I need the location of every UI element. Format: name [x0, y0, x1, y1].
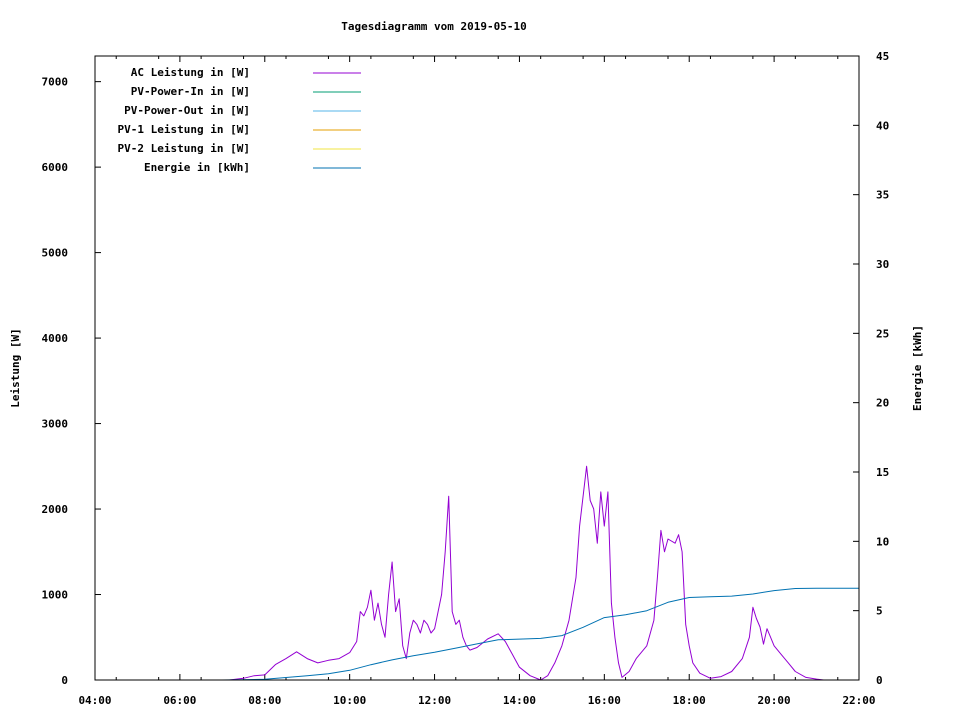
legend-label-5: Energie in [kWh]: [144, 161, 250, 174]
x-tick-label: 18:00: [673, 694, 706, 707]
legend-label-0: AC Leistung in [W]: [131, 66, 250, 79]
x-tick-label: 20:00: [758, 694, 791, 707]
y2-tick-label: 25: [876, 327, 889, 340]
y-tick-label: 2000: [42, 503, 69, 516]
y2-tick-label: 35: [876, 189, 889, 202]
y2-tick-label: 30: [876, 258, 889, 271]
y2-tick-label: 40: [876, 119, 889, 132]
y-tick-label: 7000: [42, 76, 69, 89]
y-tick-label: 6000: [42, 161, 69, 174]
y-tick-label: 3000: [42, 418, 69, 431]
y2-tick-label: 0: [876, 674, 883, 687]
y-tick-label: 5000: [42, 247, 69, 260]
y2-tick-label: 15: [876, 466, 889, 479]
y2-tick-label: 10: [876, 535, 889, 548]
x-tick-label: 06:00: [163, 694, 196, 707]
y2-tick-label: 20: [876, 397, 889, 410]
x-tick-label: 16:00: [588, 694, 621, 707]
y2-axis-label: Energie [kWh]: [911, 325, 924, 411]
y-tick-label: 4000: [42, 332, 69, 345]
y-tick-label: 0: [61, 674, 68, 687]
y-tick-label: 1000: [42, 589, 69, 602]
legend-label-3: PV-1 Leistung in [W]: [118, 123, 250, 136]
y-axis-label: Leistung [W]: [9, 328, 22, 407]
legend: AC Leistung in [W] PV-Power-In in [W] PV-P…: [118, 66, 361, 174]
x-tick-label: 04:00: [78, 694, 111, 707]
chart-title: Tagesdiagramm vom 2019-05-10: [341, 20, 526, 33]
x-tick-label: 12:00: [418, 694, 451, 707]
legend-label-2: PV-Power-Out in [W]: [124, 104, 250, 117]
x-tick-label: 08:00: [248, 694, 281, 707]
legend-label-1: PV-Power-In in [W]: [131, 85, 250, 98]
axis-ticks-layer: 04:00 06:00 08:00 10:00 12:00 14:00 16:00 18:00…: [42, 50, 890, 707]
y2-tick-label: 5: [876, 605, 883, 618]
series-layer: [222, 465, 859, 681]
y2-tick-label: 45: [876, 50, 889, 63]
x-tick-label: 22:00: [842, 694, 875, 707]
legend-label-4: PV-2 Leistung in [W]: [118, 142, 250, 155]
x-tick-label: 14:00: [503, 694, 536, 707]
series-line-0: [229, 465, 824, 681]
x-tick-label: 10:00: [333, 694, 366, 707]
plot-frame: [94, 55, 860, 681]
series-line-5: [222, 587, 859, 681]
